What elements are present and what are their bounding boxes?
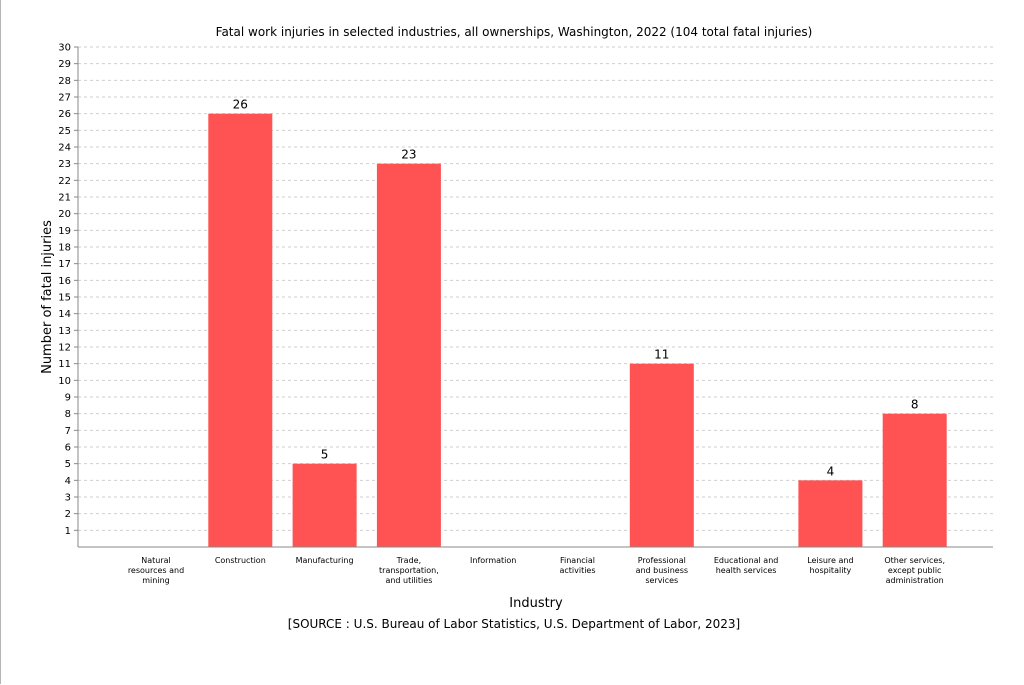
x-category-label: Construction [215,556,266,565]
bar [882,413,947,547]
y-tick-label: 12 [58,343,71,354]
y-tick-label: 1 [65,526,71,537]
y-tick-label: 4 [65,476,71,487]
bar [292,463,357,547]
y-axis-ticks: 1234567891011121314151617181920212223242… [58,43,78,537]
y-tick-label: 9 [65,393,71,404]
y-tick-label: 24 [58,143,71,154]
data-label: 8 [911,398,919,412]
y-tick-label: 22 [58,176,71,187]
y-tick-label: 26 [58,109,71,120]
bar [208,113,273,548]
bar [376,163,441,547]
x-axis-title: Industry [509,596,563,611]
y-tick-label: 18 [58,243,71,254]
x-category-label: Information [470,556,516,565]
x-category-label: Leisure and hospitality [807,556,853,575]
data-label: 11 [654,348,669,362]
y-tick-label: 21 [58,193,71,204]
y-tick-label: 19 [58,226,71,237]
y-tick-label: 15 [58,293,71,304]
x-category-label: Professional and business services [636,556,688,585]
y-tick-label: 13 [58,326,71,337]
y-tick-label: 2 [65,509,71,520]
y-tick-label: 11 [58,359,71,370]
x-category-label: Educational and health services [714,556,779,575]
y-tick-label: 29 [58,59,71,70]
chart-title: Fatal work injuries in selected industri… [216,25,813,39]
y-tick-label: 16 [58,276,71,287]
y-tick-label: 30 [58,43,71,54]
bar [798,480,863,547]
x-category-label: Financial activities [559,556,595,575]
y-tick-label: 7 [65,426,71,437]
source-note: [SOURCE : U.S. Bureau of Labor Statistic… [288,617,740,631]
y-tick-label: 27 [58,93,71,104]
y-tick-label: 3 [65,493,71,504]
data-label: 26 [233,98,248,112]
x-category-label: Trade, transportation, and utilities [379,556,439,585]
y-tick-label: 28 [58,76,71,87]
y-tick-label: 10 [58,376,71,387]
data-label: 5 [321,448,329,462]
y-tick-label: 23 [58,159,71,170]
bars: 26 5 23 11 4 8 [208,98,947,548]
x-category-label: Other services, except public administrati… [884,556,945,585]
y-tick-label: 5 [65,459,71,470]
data-label: 23 [401,148,416,162]
x-axis-categories: Natural resources and mining Construction Ma… [128,556,945,585]
y-tick-label: 17 [58,259,71,270]
y-axis-title: Number of fatal injuries [40,220,55,374]
y-tick-label: 14 [58,309,71,320]
bar [629,363,694,547]
y-tick-label: 20 [58,209,71,220]
x-category-label: Natural resources and mining [128,556,184,585]
y-tick-label: 25 [58,126,71,137]
data-label: 4 [827,464,835,478]
y-tick-label: 8 [65,409,71,420]
x-category-label: Manufacturing [296,556,354,565]
y-tick-label: 6 [65,443,71,454]
